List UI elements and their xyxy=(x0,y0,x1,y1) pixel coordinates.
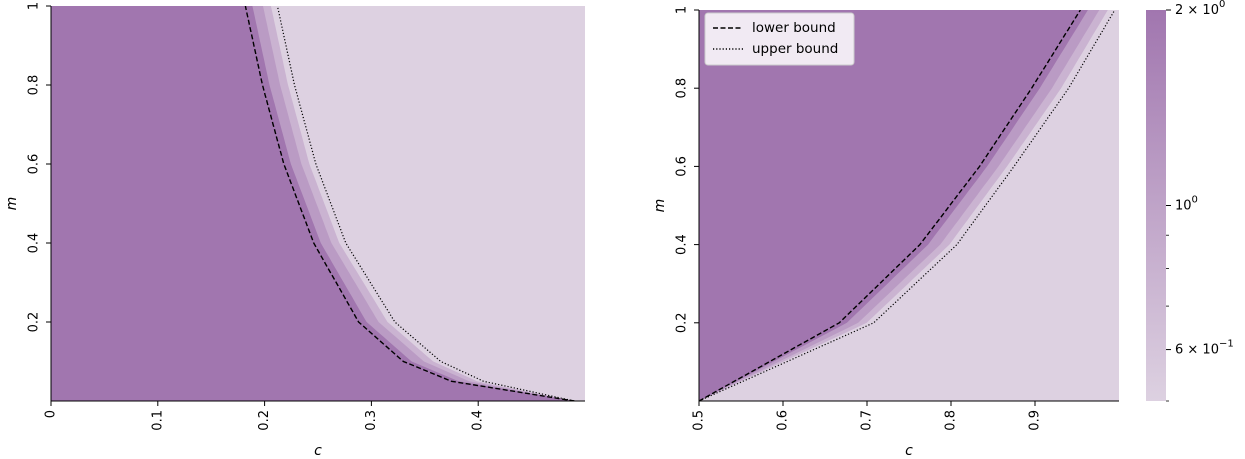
colorbar-gradient xyxy=(1146,10,1166,401)
panel-right: 0.5 0.6 0.7 0.8 0.9 0.2 0.4 0.6 0.8 1 c m lower boun… xyxy=(652,5,1119,459)
y-tick-label: 0.6 xyxy=(27,154,42,175)
panel-left: 0 0.1 0.2 0.3 0.4 0.2 0.4 0.6 0.8 1 c m xyxy=(4,1,585,459)
legend-label: lower bound xyxy=(752,20,836,36)
x-tick-label: 0.8 xyxy=(944,410,959,431)
x-tick-label: 0.3 xyxy=(364,410,379,431)
heatmap-area xyxy=(46,1,585,406)
x-tick-label: 0 xyxy=(44,410,59,418)
y-tick-label: 1 xyxy=(27,2,42,10)
x-axis-label: c xyxy=(905,443,913,459)
colorbar-tick-label: 2 × 100 xyxy=(1175,0,1225,18)
y-tick-label: 0.8 xyxy=(675,78,690,99)
x-tick-label: 0.6 xyxy=(776,410,791,431)
colorbar: 2 × 100 100 6 × 10−1 xyxy=(1146,0,1234,401)
y-tick-label: 0.2 xyxy=(675,312,690,333)
x-tick-label: 0.4 xyxy=(471,410,486,431)
y-tick-label: 0.4 xyxy=(27,233,42,254)
x-tick-label: 0.2 xyxy=(257,410,272,431)
y-tick-label: 0.4 xyxy=(675,234,690,255)
y-tick-label: 0.6 xyxy=(675,156,690,177)
y-axis-label: m xyxy=(4,197,20,211)
y-tick-label: 0.2 xyxy=(27,312,42,333)
x-tick-label: 0.9 xyxy=(1028,410,1043,431)
y-axis-label: m xyxy=(652,199,668,213)
x-tick-label: 0.7 xyxy=(860,410,875,431)
legend: lower bound upper bound xyxy=(705,13,854,65)
x-tick-label: 0.1 xyxy=(150,410,165,431)
y-tick-label: 0.8 xyxy=(27,75,42,96)
x-axis-label: c xyxy=(314,443,322,459)
y-tick-label: 1 xyxy=(675,6,690,14)
colorbar-tick-label: 6 × 10−1 xyxy=(1175,338,1234,357)
x-tick-label: 0.5 xyxy=(692,410,707,431)
colorbar-tick-label: 100 xyxy=(1175,194,1198,213)
legend-label: upper bound xyxy=(752,41,838,57)
